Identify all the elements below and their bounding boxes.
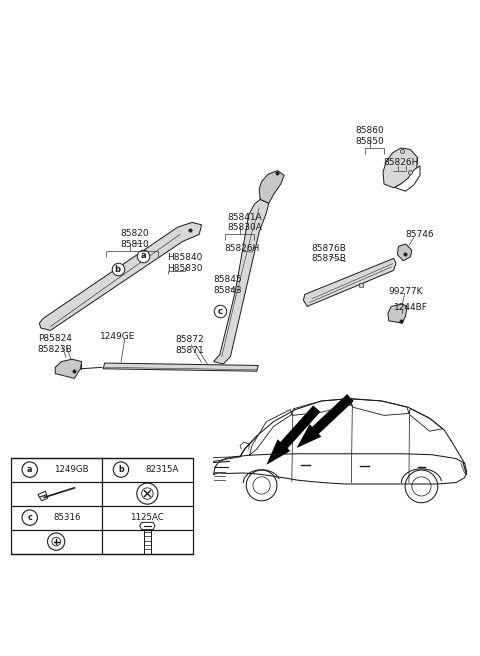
Text: 85316: 85316 (54, 513, 81, 522)
Text: P85824
85823B: P85824 85823B (38, 334, 72, 354)
Polygon shape (103, 363, 258, 371)
Polygon shape (397, 244, 412, 261)
Polygon shape (383, 148, 418, 188)
Text: a: a (140, 251, 146, 260)
Polygon shape (395, 166, 420, 191)
Polygon shape (266, 405, 320, 465)
Text: 85746: 85746 (406, 230, 434, 239)
Text: 85872
85871: 85872 85871 (175, 335, 204, 355)
Text: 85841A
85830A: 85841A 85830A (228, 213, 262, 232)
Polygon shape (140, 522, 155, 529)
Text: c: c (217, 307, 222, 316)
Bar (11, 458, 193, 554)
Polygon shape (38, 491, 48, 501)
Text: 85826H: 85826H (225, 244, 260, 253)
Polygon shape (39, 222, 202, 331)
Text: 1244BF: 1244BF (394, 303, 427, 312)
Text: b: b (118, 465, 124, 474)
Text: 85845
85843: 85845 85843 (214, 275, 242, 295)
Polygon shape (297, 394, 354, 448)
Text: b: b (115, 265, 120, 274)
Text: 85860
85850: 85860 85850 (355, 126, 384, 146)
Text: 85820
85810: 85820 85810 (120, 230, 149, 249)
Text: 1249GE: 1249GE (100, 332, 135, 341)
Polygon shape (55, 359, 82, 379)
Text: 99277K: 99277K (388, 287, 423, 297)
Text: 85876B
85875B: 85876B 85875B (312, 244, 346, 264)
Text: 1125AC: 1125AC (131, 513, 164, 522)
Text: c: c (27, 513, 32, 522)
Text: 82315A: 82315A (145, 465, 179, 474)
Polygon shape (259, 171, 284, 203)
Polygon shape (214, 199, 269, 364)
Text: 1249GB: 1249GB (54, 465, 88, 474)
Text: 85826H: 85826H (383, 158, 419, 167)
Text: a: a (27, 465, 33, 474)
Polygon shape (388, 304, 407, 323)
Text: H85840
H85830: H85840 H85830 (167, 253, 203, 273)
Polygon shape (303, 258, 396, 306)
